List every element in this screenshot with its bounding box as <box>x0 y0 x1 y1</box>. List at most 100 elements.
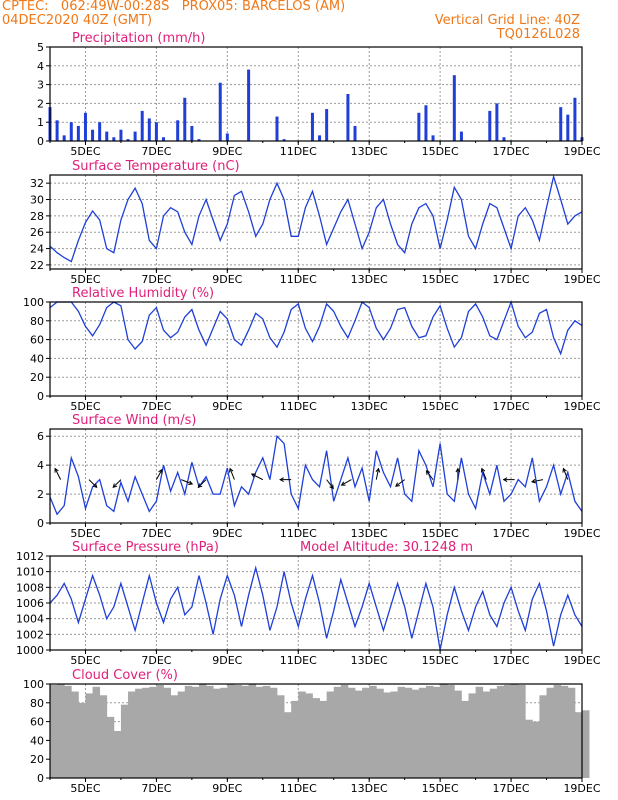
precip-bar <box>112 137 116 141</box>
wind-arrow-shaft <box>375 468 379 480</box>
x-tick-label: 9DEC <box>212 400 242 413</box>
wind-arrow-head <box>54 467 59 473</box>
y-tick-label: 4 <box>37 459 44 472</box>
precip-bar <box>83 112 87 141</box>
x-tick-label: 19DEC <box>563 400 600 413</box>
x-tick-label: 7DEC <box>141 145 171 158</box>
precip-bar <box>225 133 229 141</box>
cloud-cover-bar <box>475 686 484 778</box>
cloud-cover-bar <box>206 685 214 778</box>
wind-arrow-shaft <box>197 479 207 488</box>
cloud-cover-bar <box>567 687 576 778</box>
x-tick-label: 19DEC <box>563 527 600 540</box>
cloud-cover-bar <box>106 716 115 778</box>
x-tick-label: 15DEC <box>422 400 459 413</box>
wind-arrow-head <box>425 469 431 475</box>
x-tick-label: 7DEC <box>141 527 171 540</box>
y-tick-label: 100 <box>23 296 44 309</box>
y-tick-label: 2 <box>37 97 44 110</box>
cloud-cover-bar <box>227 684 235 778</box>
cloud-cover-bar <box>447 684 455 778</box>
header-station-info: CPTEC: 062:49W-00:28S PROX05: BARCELOS (… <box>2 0 346 14</box>
wind-arrow <box>250 473 264 481</box>
rh-title: Relative Humidity (%) <box>72 286 214 301</box>
cloud-cover-bar <box>142 687 150 778</box>
cloud-cover-bar <box>440 684 448 778</box>
rh-line <box>49 299 583 356</box>
y-tick-label: 60 <box>30 334 44 347</box>
wind-arrow <box>480 467 487 480</box>
wind-arrow-head <box>197 483 203 489</box>
cloud-cover-bar <box>284 712 292 778</box>
x-tick-label: 5DEC <box>70 273 100 286</box>
x-tick-label: 13DEC <box>351 400 388 413</box>
x-tick-label: 11DEC <box>280 145 317 158</box>
wind-arrow-head <box>250 473 256 478</box>
x-tick-label: 19DEC <box>563 145 600 158</box>
y-tick-label: 26 <box>30 226 44 239</box>
precip-bar <box>140 110 144 141</box>
cloud-cover-bar <box>518 684 526 778</box>
pres-panel: 1000 1002 1004 1006 1008 1010 1012 5DEC 7DEC 9DEC… <box>16 540 601 667</box>
cloud-cover-bar <box>355 690 363 778</box>
wind-arrow <box>112 479 122 489</box>
cloud-title: Cloud Cover (%) <box>72 668 178 683</box>
y-tick-label: 0 <box>37 135 44 148</box>
x-tick-label: 9DEC <box>212 145 242 158</box>
wind-title: Surface Wind (m/s) <box>72 413 196 428</box>
precip-bar <box>161 137 165 141</box>
x-tick-label: 11DEC <box>280 527 317 540</box>
cloud-cover-bar <box>291 700 299 778</box>
cloud-cover-bar <box>560 685 569 778</box>
x-tick-label: 19DEC <box>563 654 600 667</box>
y-tick-label: 1010 <box>16 566 44 579</box>
x-tick-label: 15DEC <box>422 145 459 158</box>
y-tick-label: 1006 <box>16 597 44 610</box>
x-tick-label: 5DEC <box>70 145 100 158</box>
wind-arrow-head <box>530 478 536 484</box>
cloud-cover-bar <box>397 686 406 778</box>
precip-bar <box>154 122 158 141</box>
precip-bar <box>559 107 563 141</box>
precip-bar <box>183 97 187 141</box>
x-tick-label: 5DEC <box>70 654 100 667</box>
cloud-cover-bar <box>525 719 533 778</box>
y-tick-label: 100 <box>23 678 44 691</box>
header-model-id: TQ0126L028 <box>496 27 580 42</box>
pres-line <box>49 565 583 651</box>
cloud-cover-bar <box>213 688 221 778</box>
cloud-cover-bar <box>503 684 512 778</box>
rh-frame <box>49 301 583 397</box>
wind-panel: 0 2 4 6 5DEC 7DEC 9DEC 11DEC 13DEC 15DEC 17DEC 19DE… <box>37 413 601 540</box>
x-tick-label: 9DEC <box>212 527 242 540</box>
wind-arrow-head <box>502 477 508 482</box>
cloud-cover-bar <box>319 700 328 778</box>
cloud-cover-bar <box>461 700 469 778</box>
precip-bar <box>119 129 123 141</box>
x-tick-label: 17DEC <box>493 273 530 286</box>
x-tick-label: 9DEC <box>212 273 242 286</box>
y-tick-label: 2 <box>37 488 44 501</box>
precip-bar <box>282 139 286 141</box>
precip-bar <box>573 97 577 141</box>
cloud-cover-bar <box>163 687 171 778</box>
wind-arrow-shaft <box>112 479 122 488</box>
cloud-cover-bar <box>489 688 498 778</box>
precip-panel: 0 1 2 3 4 5 5DEC 7DEC 9DEC 11DEC 13DEC 15DEC 17DEC 19… <box>37 31 601 158</box>
y-tick-label: 1 <box>37 116 44 129</box>
y-tick-label: 0 <box>37 772 44 785</box>
x-tick-label: 13DEC <box>351 782 388 795</box>
x-tick-label: 17DEC <box>493 400 530 413</box>
x-tick-label: 13DEC <box>351 527 388 540</box>
wind-arrow-shaft <box>229 468 235 480</box>
wind-arrow-head <box>340 481 346 486</box>
x-tick-label: 5DEC <box>70 782 100 795</box>
wind-arrow-head <box>562 467 567 473</box>
cloud-cover-bar <box>326 691 335 778</box>
cloud-cover-bar <box>404 687 413 778</box>
cloud-cover-bar <box>71 691 79 778</box>
y-tick-label: 4 <box>37 60 44 73</box>
wind-arrow <box>155 468 163 480</box>
precip-bar <box>325 109 329 141</box>
x-tick-label: 7DEC <box>141 400 171 413</box>
